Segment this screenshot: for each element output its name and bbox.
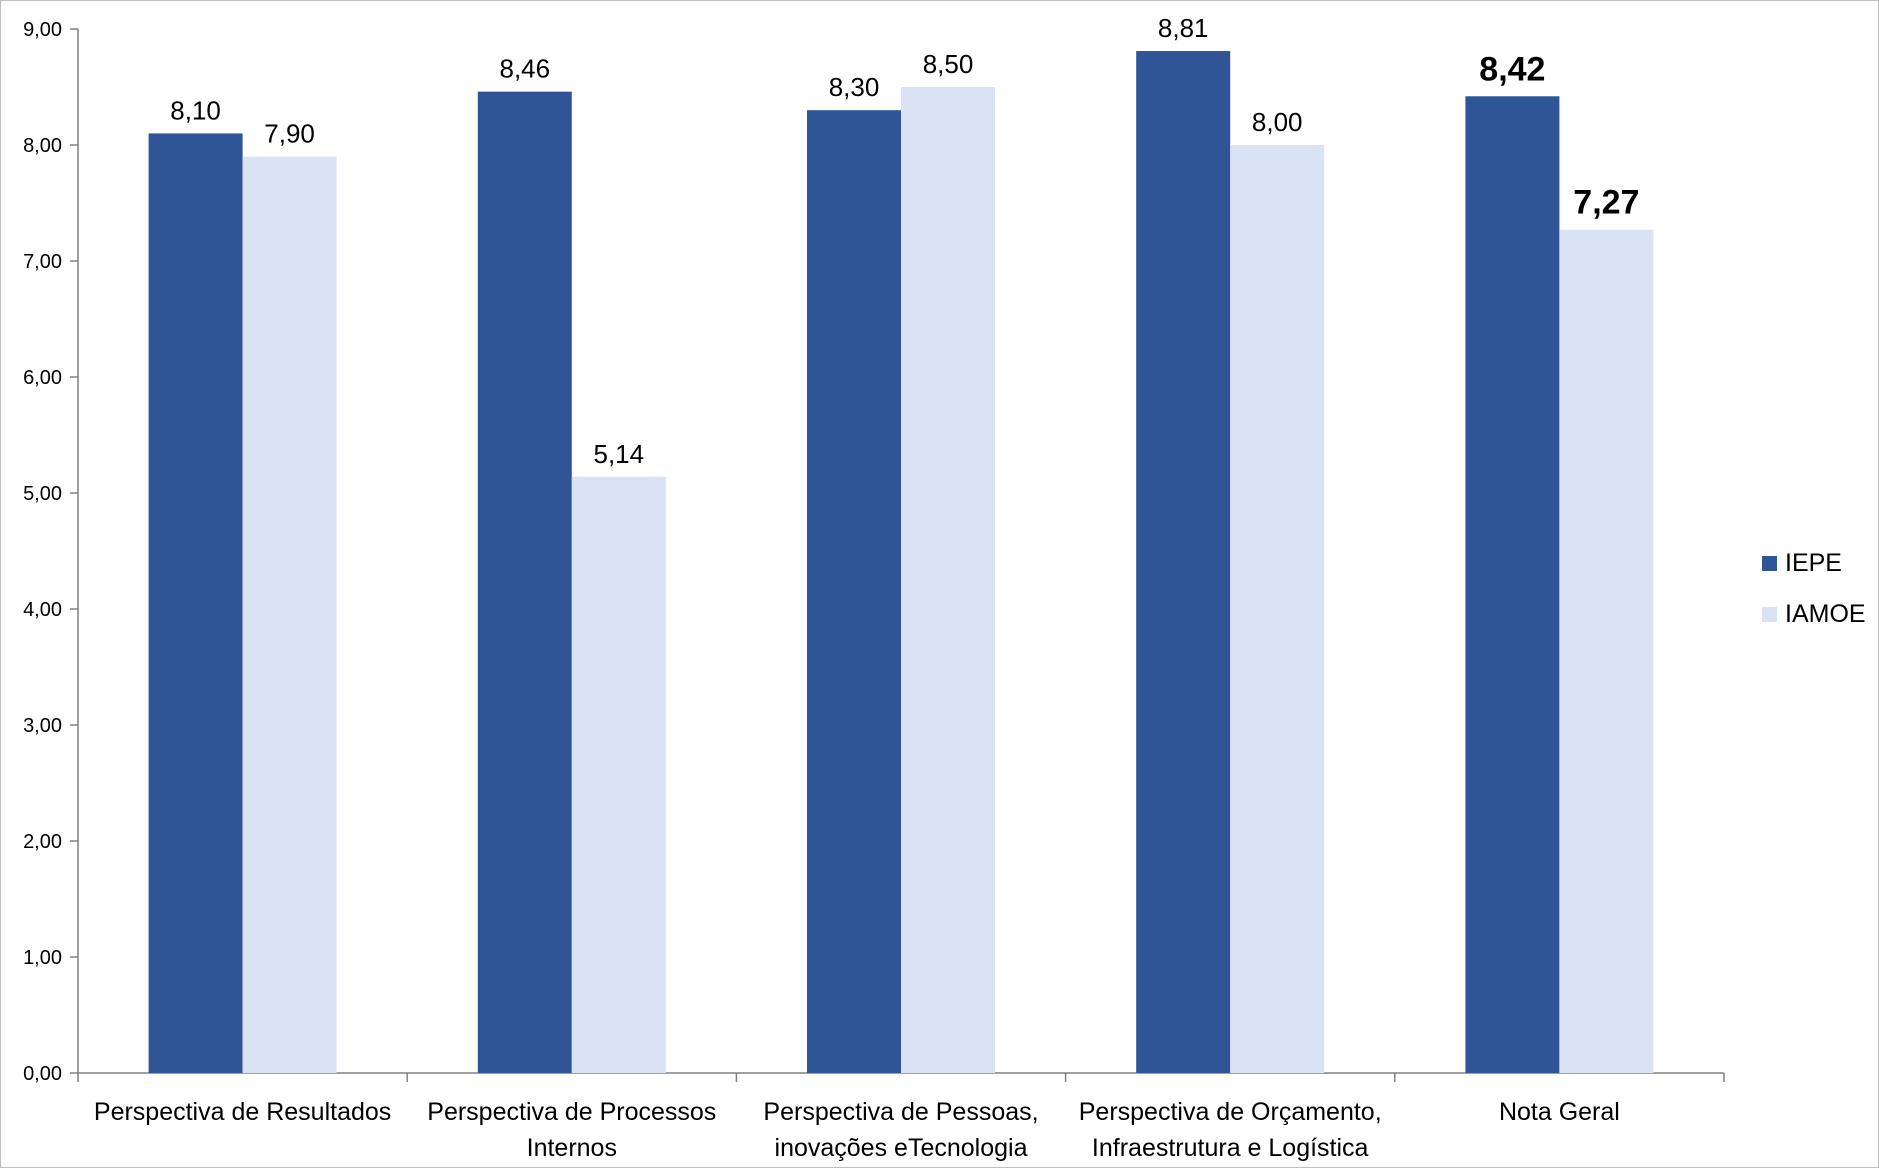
bar-iamoe — [1230, 145, 1324, 1073]
data-label: 8,30 — [829, 72, 880, 102]
y-tick-label: 1,00 — [23, 947, 62, 969]
legend-swatch-iepe — [1762, 556, 1777, 571]
x-category-label: Internos — [527, 1134, 617, 1162]
legend-label: IEPE — [1785, 549, 1842, 577]
bar-iamoe — [901, 87, 995, 1073]
data-label: 8,10 — [170, 95, 221, 125]
bar-iepe — [807, 110, 901, 1073]
bar-iamoe — [243, 157, 337, 1073]
legend-label: IAMOE — [1785, 600, 1866, 628]
bar-iamoe — [1559, 230, 1653, 1073]
y-tick-label: 8,00 — [23, 135, 62, 157]
bars — [149, 51, 1654, 1073]
y-tick-label: 9,00 — [23, 19, 62, 41]
x-category-label: inovações eTecnologia — [775, 1134, 1028, 1162]
bar-iepe — [149, 133, 243, 1073]
bar-iepe — [1465, 96, 1559, 1073]
data-label: 8,81 — [1158, 13, 1209, 43]
data-label: 8,00 — [1252, 107, 1303, 137]
bar-iepe — [478, 92, 572, 1073]
x-category-label: Perspectiva de Processos — [427, 1098, 716, 1126]
data-label: 8,42 — [1479, 50, 1545, 88]
y-tick-label: 3,00 — [23, 715, 62, 737]
y-tick-label: 7,00 — [23, 251, 62, 273]
data-label: 7,90 — [264, 119, 315, 149]
x-category-label: Perspectiva de Pessoas, — [763, 1098, 1038, 1126]
y-tick-label: 2,00 — [23, 831, 62, 853]
x-category-label: Nota Geral — [1499, 1098, 1620, 1126]
data-label: 5,14 — [593, 439, 644, 469]
legend-swatch-iamoe — [1762, 607, 1777, 622]
data-label: 8,46 — [499, 54, 550, 84]
data-label: 8,50 — [923, 49, 974, 79]
y-tick-label: 6,00 — [23, 367, 62, 389]
bar-iepe — [1136, 51, 1230, 1073]
x-category-label: Perspectiva de Orçamento, — [1079, 1098, 1382, 1126]
x-category-label: Infraestrutura e Logística — [1092, 1134, 1369, 1162]
bar-iamoe — [572, 477, 666, 1073]
y-tick-label: 5,00 — [23, 483, 62, 505]
data-label: 7,27 — [1573, 184, 1639, 222]
x-category-label: Perspectiva de Resultados — [94, 1098, 391, 1126]
y-tick-label: 0,00 — [23, 1063, 62, 1085]
legend: IEPE IAMOE — [1762, 549, 1866, 628]
y-tick-label: 4,00 — [23, 599, 62, 621]
